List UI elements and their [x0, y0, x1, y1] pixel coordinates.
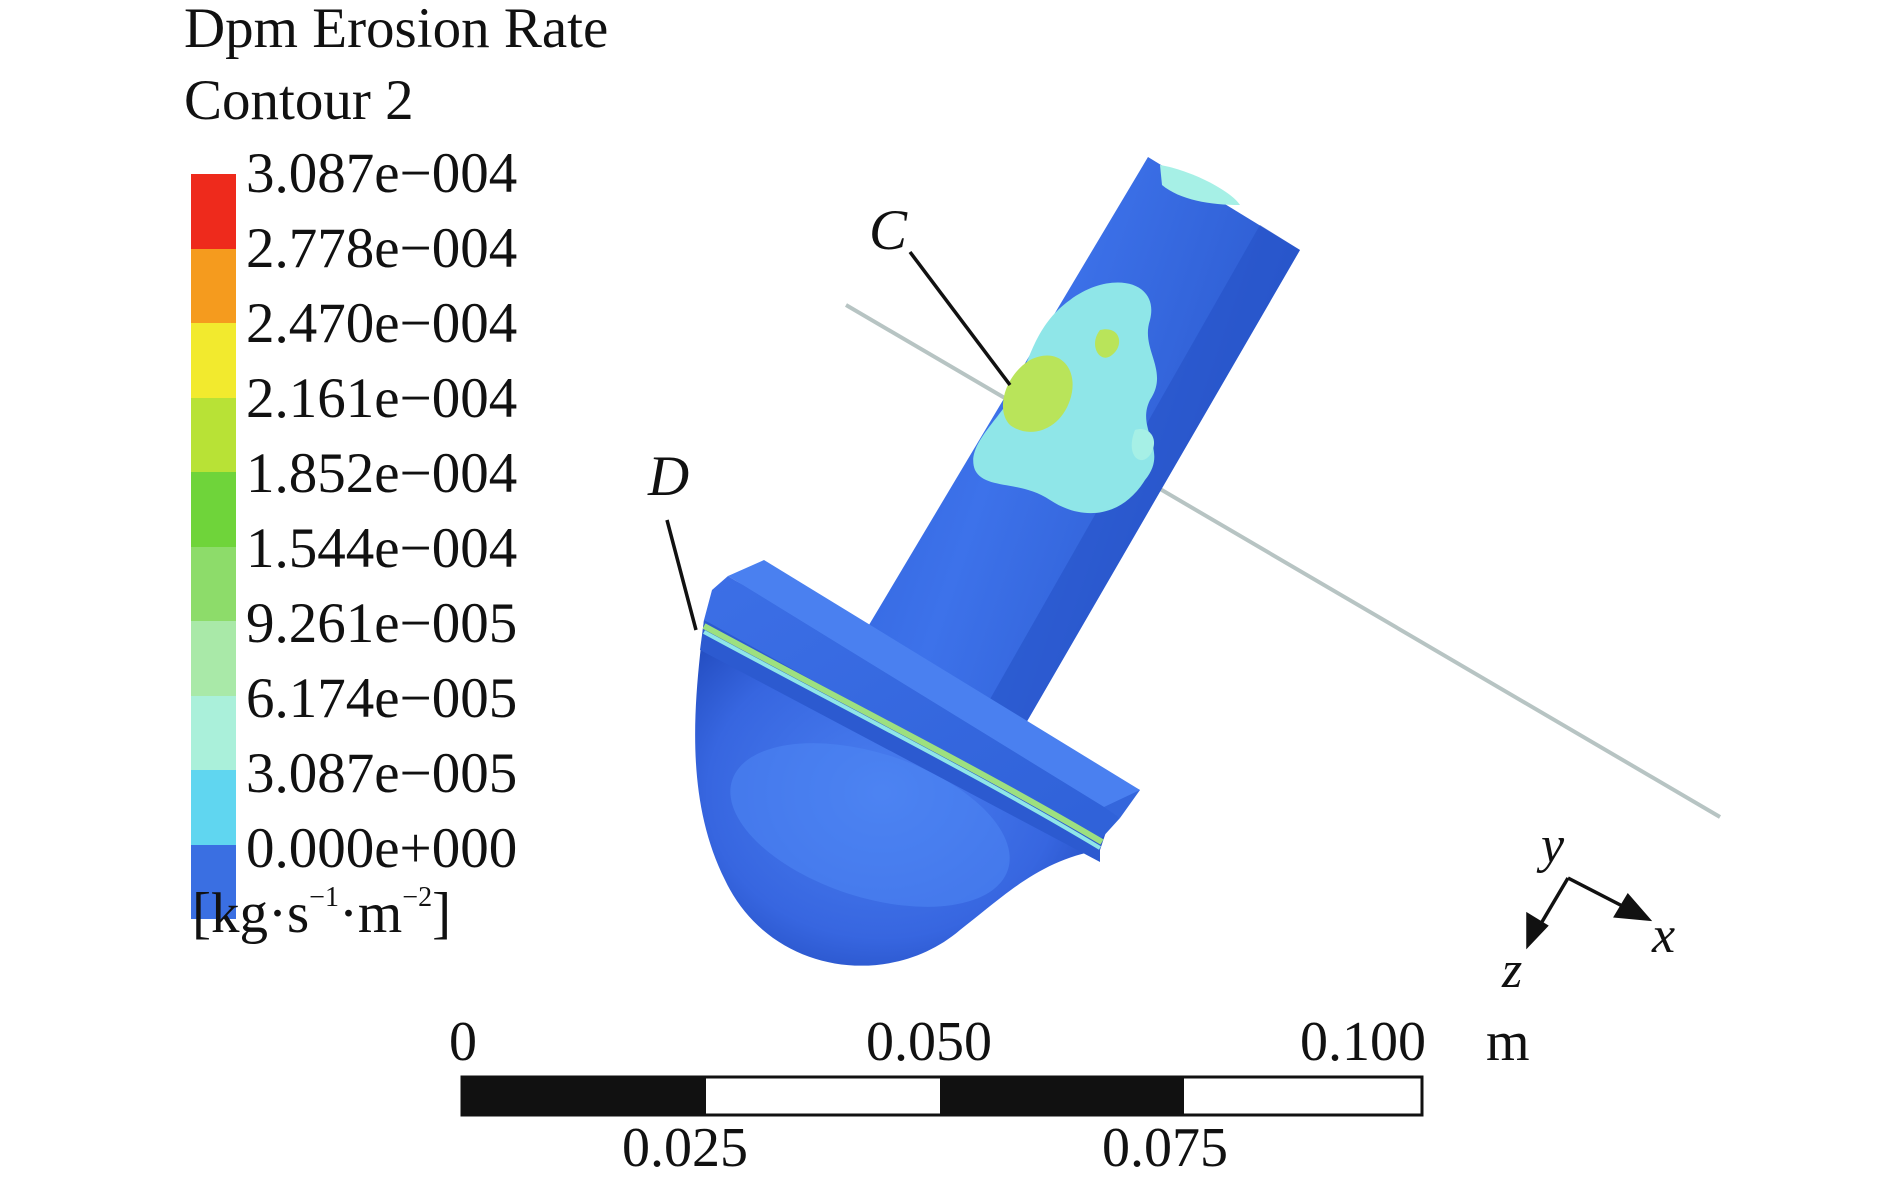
legend-swatch	[191, 397, 236, 472]
point-label-d: D	[648, 445, 690, 508]
axis-label-x: x	[1652, 907, 1676, 964]
legend-units: [kg·s−1·m−2]	[192, 882, 452, 945]
legend-swatch	[191, 695, 236, 770]
disc-erosion-rim-inner	[703, 630, 1102, 850]
disc-top	[728, 560, 1140, 807]
leader-line-d	[665, 519, 698, 631]
legend-label: 1.544e−004	[246, 517, 518, 580]
disc-top-far	[704, 576, 1120, 840]
legend-label: 3.087e−005	[246, 742, 518, 805]
legend-label: 2.161e−004	[246, 367, 518, 430]
legend-label: 0.000e+000	[246, 817, 518, 880]
leader-line-c	[908, 250, 1012, 387]
legend-swatch	[191, 174, 236, 249]
legend-label: 1.852e−004	[246, 442, 518, 505]
legend-label: 3.087e−004	[246, 142, 518, 205]
scale-label-0050: 0.050	[866, 1011, 992, 1073]
legend-swatch	[191, 770, 236, 845]
axis-label-z: z	[1502, 942, 1523, 999]
legend-label: 2.778e−004	[246, 217, 518, 280]
legend-label: 6.174e−005	[246, 667, 518, 730]
scale-label-0025: 0.025	[622, 1117, 748, 1179]
legend-label: 9.261e−005	[246, 592, 518, 655]
axis-label-y: y	[1541, 817, 1565, 874]
disc-erosion-rim	[702, 623, 1104, 845]
legend-swatch	[191, 844, 236, 919]
erosion-patches	[973, 165, 1240, 514]
scale-label-0100: 0.100	[1300, 1011, 1426, 1073]
color-scale-bar	[191, 174, 236, 919]
point-label-c: C	[869, 199, 908, 262]
scale-bar	[460, 1075, 1424, 1117]
legend-swatch	[191, 323, 236, 398]
legend-subtitle: Contour 2	[184, 69, 414, 132]
bowl-highlight	[730, 743, 1010, 907]
legend-swatch	[191, 248, 236, 323]
legend-swatch	[191, 472, 236, 547]
legend-swatch	[191, 546, 236, 621]
scale-unit: m	[1486, 1011, 1530, 1073]
cut-line	[844, 303, 1722, 819]
axis-triad	[1526, 876, 1653, 950]
scale-label-0: 0	[449, 1011, 477, 1073]
scale-label-0075: 0.075	[1102, 1117, 1228, 1179]
legend-label: 2.470e−004	[246, 292, 518, 355]
legend-title: Dpm Erosion Rate	[184, 0, 609, 60]
legend-swatch	[191, 621, 236, 696]
